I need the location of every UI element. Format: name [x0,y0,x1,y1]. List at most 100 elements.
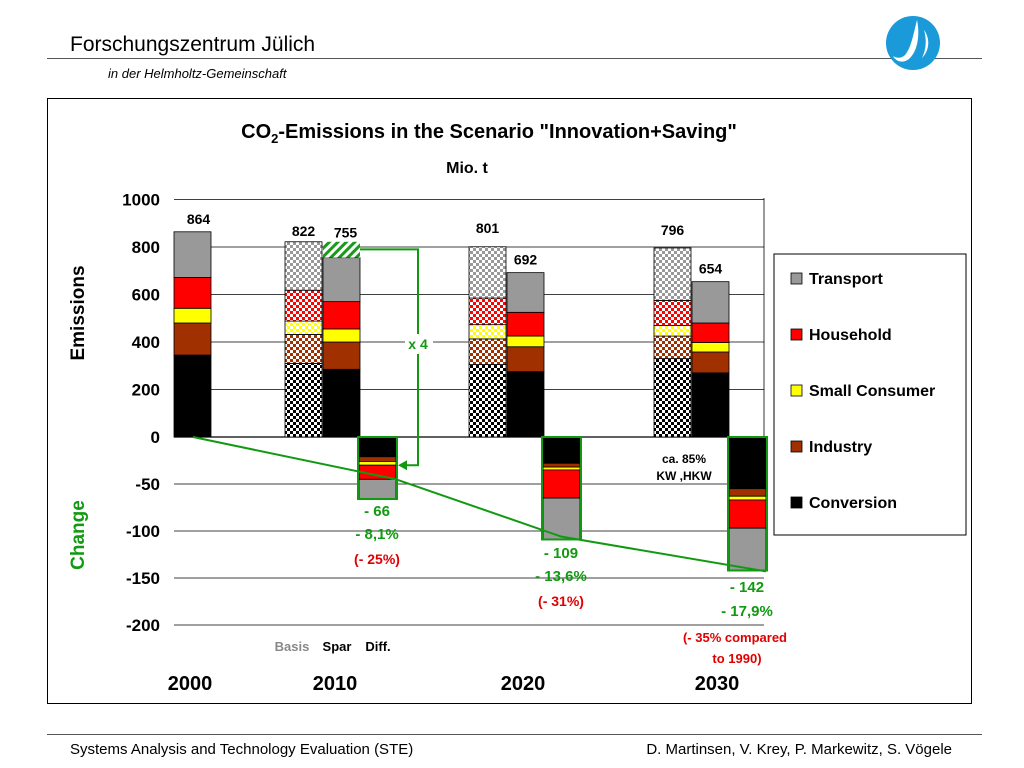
fz-juelich-logo-icon [886,16,940,70]
multiplier-connector [360,248,419,467]
diff-segment-industry [358,456,397,462]
org-subtitle: in der Helmholtz-Gemeinschaft [108,66,287,81]
diff-segment-conversion [358,436,397,458]
year-label-2030: 2030 [695,673,740,695]
diff-pct-label: - 13,6% [535,568,587,585]
bar-segment-smallconsumer [468,324,507,340]
chart-title: CO2-Emissions in the Scenario "Innovatio… [241,121,737,146]
bar-segment-industry [506,346,545,373]
bar-total-label: 864 [187,211,211,227]
multiplier-label-bg [405,334,433,354]
diff-segment-transport [358,478,397,500]
footer-authors: D. Martinsen, V. Krey, P. Markewitz, S. … [646,741,952,758]
bar-segment-conversion [173,354,212,438]
bar-segment-conversion [653,358,692,438]
bar-type-diff: Diff. [365,639,390,654]
bar-segment-transport [653,247,692,301]
bar-segment-household [284,289,323,322]
diff-segment-transport [542,497,581,540]
chart-unit: Mio. t [446,160,488,177]
legend-label-conversion: Conversion [809,495,897,512]
bar-total-label: 801 [476,220,500,236]
plot-area: 1000 800 600 400 200 0 -50 -100 -150 -200 864 822 75… [122,191,787,667]
bar-segment-industry [284,333,323,364]
change-trend-line [192,436,767,573]
diff-segment-conversion [728,436,767,490]
bar-segment-household [322,301,361,330]
bar-segment-smallconsumer [173,307,212,324]
diff-pct-label: - 17,9% [721,603,773,620]
legend-swatch-smallconsumer [790,384,803,397]
legend-swatch-household [790,328,803,341]
chart-frame [47,98,972,704]
bar-segment-industry [691,351,730,374]
bar-segment-industry [468,338,507,365]
saving-hatch-2010 [323,241,360,258]
bar-segment-industry [653,335,692,360]
bar-total-label: 796 [661,222,685,238]
y-tick-label: -100 [126,522,160,541]
y-tick-label: 1000 [122,191,160,210]
bar-segment-conversion [468,364,507,438]
bar-total-label: 692 [514,252,538,268]
bar-segment-transport [173,231,212,278]
multiplier-label: x 4 [408,336,428,352]
year-label-2010: 2010 [313,673,358,695]
diff-segment-household [728,499,767,529]
diff-1990-label-line2: to 1990) [712,651,761,666]
legend-label-smallconsumer: Small Consumer [809,383,935,400]
diff-1990-label: (- 31%) [538,593,584,609]
y-tick-label: 400 [132,333,160,352]
legend-swatch-conversion [790,496,803,509]
bar-segment-household [173,276,212,309]
legend-swatch-industry [790,440,803,453]
bar-segment-smallconsumer [691,342,730,353]
diff-1990-label-line1: (- 35% compared [683,630,787,645]
y-tick-label: 800 [132,238,160,257]
diff-segment-industry [728,488,767,497]
connector-arrowhead [398,460,407,471]
bar-segment-household [468,297,507,326]
legend-label-household: Household [809,327,892,344]
bar-segment-conversion [322,368,361,438]
diff-segment-conversion [542,436,581,464]
bar-segment-transport [322,257,361,303]
bar-segment-transport [284,241,323,291]
diff-outline [357,436,398,501]
y-axis-title-emissions: Emissions [68,265,89,360]
bar-segment-transport [691,281,730,324]
legend-label-industry: Industry [809,439,872,456]
year-label-2020: 2020 [501,673,546,695]
bar-segment-transport [506,272,545,313]
y-tick-label: -50 [135,475,160,494]
footer-department: Systems Analysis and Technology Evaluati… [70,741,414,758]
org-title: Forschungszentrum Jülich [70,33,316,56]
bar-segment-industry [322,341,361,370]
bar-type-spar: Spar [323,639,352,654]
diff-segment-household [542,469,581,499]
bar-segment-smallconsumer [284,320,323,335]
year-label-2000: 2000 [168,673,213,695]
diff-segment-smallconsumer [358,461,397,466]
bar-segment-transport [468,246,507,299]
bar-type-basis: Basis [275,639,310,654]
bar-total-label: 654 [699,261,723,277]
chart-title-sub: 2 [271,131,278,146]
diff-segment-industry [542,462,581,468]
chart-title-main: CO [241,121,271,143]
bar-segment-smallconsumer [506,335,545,348]
diff-1990-label: (- 25%) [354,551,400,567]
header-divider [47,58,982,59]
diff-outline [541,436,582,541]
bar-segment-smallconsumer [653,324,692,337]
bar-segment-household [506,311,545,337]
emissions-chart: CO2-Emissions in the Scenario "Innovatio… [68,121,967,695]
bar-segment-industry [173,322,212,356]
diff-segment-transport [728,527,767,571]
bar-segment-conversion [284,362,323,438]
legend-box [773,253,967,536]
share-note-line2: KW ,HKW [656,469,712,483]
legend-swatch-transport [790,272,803,285]
diff-pct-label: - 8,1% [355,526,398,543]
y-tick-label: 600 [132,286,160,305]
